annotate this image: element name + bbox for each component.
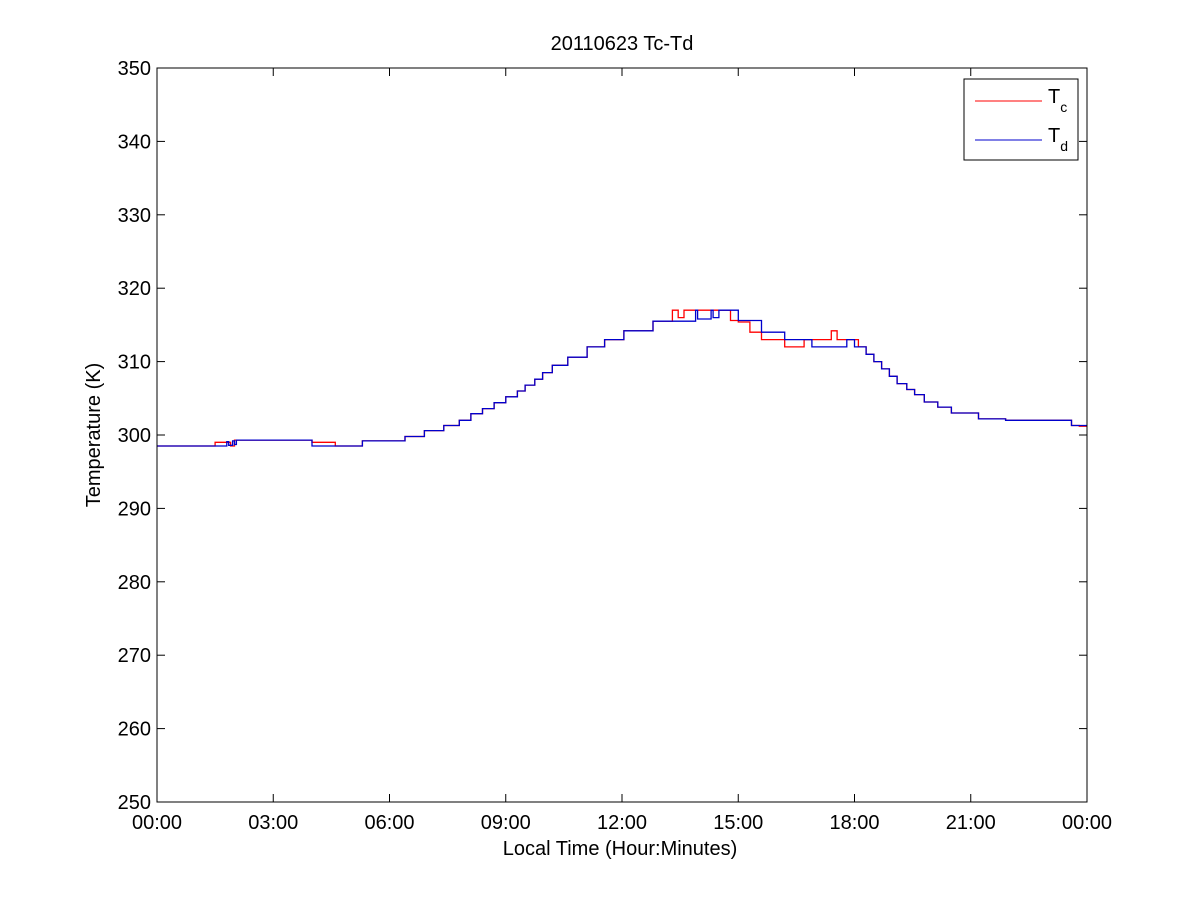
x-tick-label: 21:00 <box>946 812 996 834</box>
y-tick-label: 280 <box>118 572 151 594</box>
y-tick-label: 350 <box>118 58 151 80</box>
legend-label-td: Td <box>1048 125 1068 154</box>
series-layer <box>157 309 1087 447</box>
x-tick-label: 09:00 <box>481 812 531 834</box>
y-tick-label: 250 <box>118 792 151 814</box>
x-tick-label: 06:00 <box>364 812 414 834</box>
y-tick-label: 300 <box>118 425 151 447</box>
y-tick-label: 290 <box>118 498 151 520</box>
y-axis-label: Temperature (K) <box>83 363 105 508</box>
chart-title: 20110623 Tc-Td <box>551 33 694 55</box>
x-tick-label: 12:00 <box>597 812 647 834</box>
y-tick-label: 260 <box>118 719 151 741</box>
x-tick-label: 18:00 <box>829 812 879 834</box>
plot-area: 00:00 03:00 06:00 09:00 12:00 15:00 18:00 21:00… <box>118 58 1112 834</box>
y-tick-label: 270 <box>118 645 151 667</box>
y-tick-label: 340 <box>118 131 151 153</box>
series-line-td <box>157 309 1087 447</box>
y-axis-ticks: 250 260 270 280 290 300 310 320 330 340 350 <box>118 58 1087 814</box>
x-tick-label: 00:00 <box>1062 812 1112 834</box>
x-axis-ticks: 00:00 03:00 06:00 09:00 12:00 15:00 18:00 21:00… <box>132 68 1112 834</box>
x-tick-label: 00:00 <box>132 812 182 834</box>
y-tick-label: 310 <box>118 352 151 374</box>
y-tick-label: 320 <box>118 278 151 300</box>
x-axis-label: Local Time (Hour:Minutes) <box>503 838 738 860</box>
legend-box <box>963 78 1079 161</box>
x-tick-label: 15:00 <box>713 812 763 834</box>
x-tick-label: 03:00 <box>248 812 298 834</box>
legend-label-tc: Tc <box>1048 86 1067 115</box>
legend: Tc Td <box>963 78 1079 161</box>
y-tick-label: 330 <box>118 205 151 227</box>
